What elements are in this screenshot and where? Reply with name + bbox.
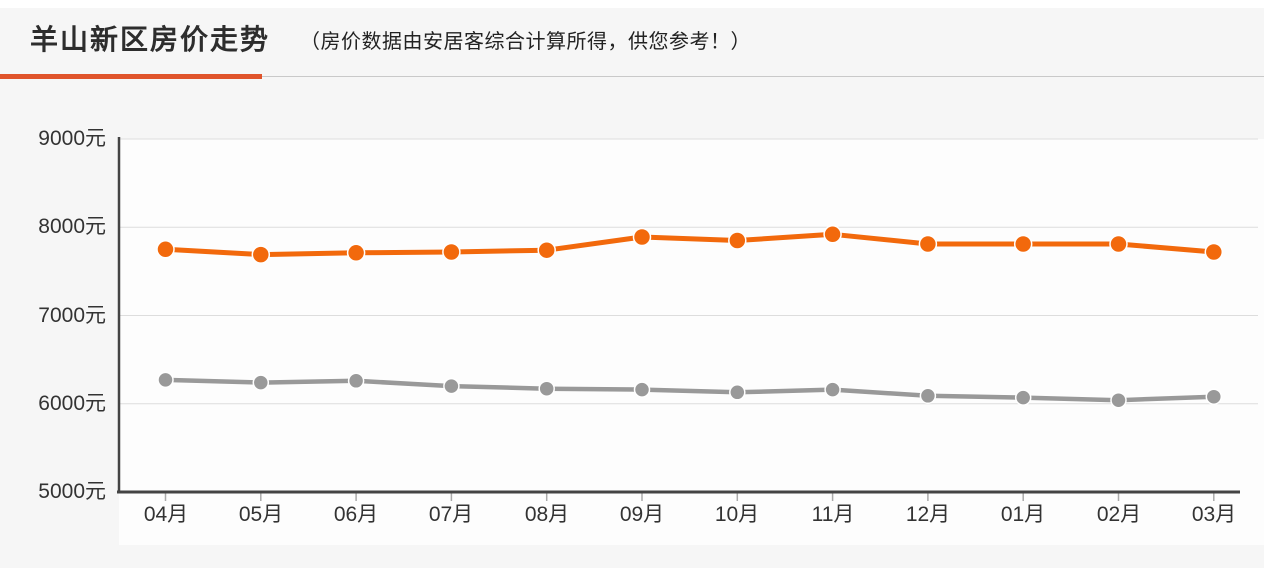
data-point-orange-price-line[interactable] — [632, 227, 652, 247]
data-point-orange-price-line[interactable] — [728, 231, 747, 250]
data-point-gray-price-line[interactable] — [919, 387, 937, 405]
plot-background — [119, 139, 1264, 545]
data-point-orange-price-line[interactable] — [1204, 242, 1224, 262]
data-point-orange-price-line[interactable] — [156, 240, 175, 259]
data-point-orange-price-line[interactable] — [1013, 234, 1033, 254]
chart-plot[interactable] — [0, 98, 1264, 568]
data-point-orange-price-line[interactable] — [442, 242, 461, 262]
gray-price-line — [163, 377, 1217, 403]
data-point-gray-price-line[interactable] — [443, 377, 460, 395]
data-point-gray-price-line[interactable] — [538, 380, 555, 397]
page-title: 羊山新区房价走势 — [30, 24, 271, 55]
page-subtitle: （房价数据由安居客综合计算所得，供您参考！） — [300, 31, 752, 53]
data-point-orange-price-line[interactable] — [1109, 234, 1128, 254]
header-divider-line — [0, 76, 1264, 77]
data-point-orange-price-line[interactable] — [918, 234, 938, 254]
header: 羊山新区房价走势 （房价数据由安居客综合计算所得，供您参考！） — [0, 8, 1264, 68]
orange-price-line — [163, 231, 1217, 258]
data-point-orange-price-line[interactable] — [251, 245, 271, 264]
header-divider-accent — [0, 74, 262, 79]
data-point-orange-price-line[interactable] — [346, 243, 366, 263]
page: 羊山新区房价走势 （房价数据由安居客综合计算所得，供您参考！） 9000元 800… — [0, 8, 1264, 568]
data-point-gray-price-line[interactable] — [252, 374, 270, 391]
data-point-gray-price-line[interactable] — [157, 371, 174, 389]
data-point-gray-price-line[interactable] — [1014, 389, 1032, 406]
data-point-orange-price-line[interactable] — [823, 225, 842, 244]
data-point-orange-price-line[interactable] — [537, 240, 556, 260]
data-point-gray-price-line[interactable] — [1110, 391, 1127, 409]
data-point-gray-price-line[interactable] — [347, 372, 365, 390]
data-point-gray-price-line[interactable] — [633, 381, 651, 398]
header-divider — [0, 74, 1264, 79]
price-trend-chart: 9000元 8000元 7000元 6000元 5000元 04月 05月 06月 07月 08月… — [0, 98, 1264, 568]
data-point-gray-price-line[interactable] — [824, 381, 841, 398]
data-point-gray-price-line[interactable] — [729, 384, 746, 401]
data-point-gray-price-line[interactable] — [1205, 388, 1223, 405]
